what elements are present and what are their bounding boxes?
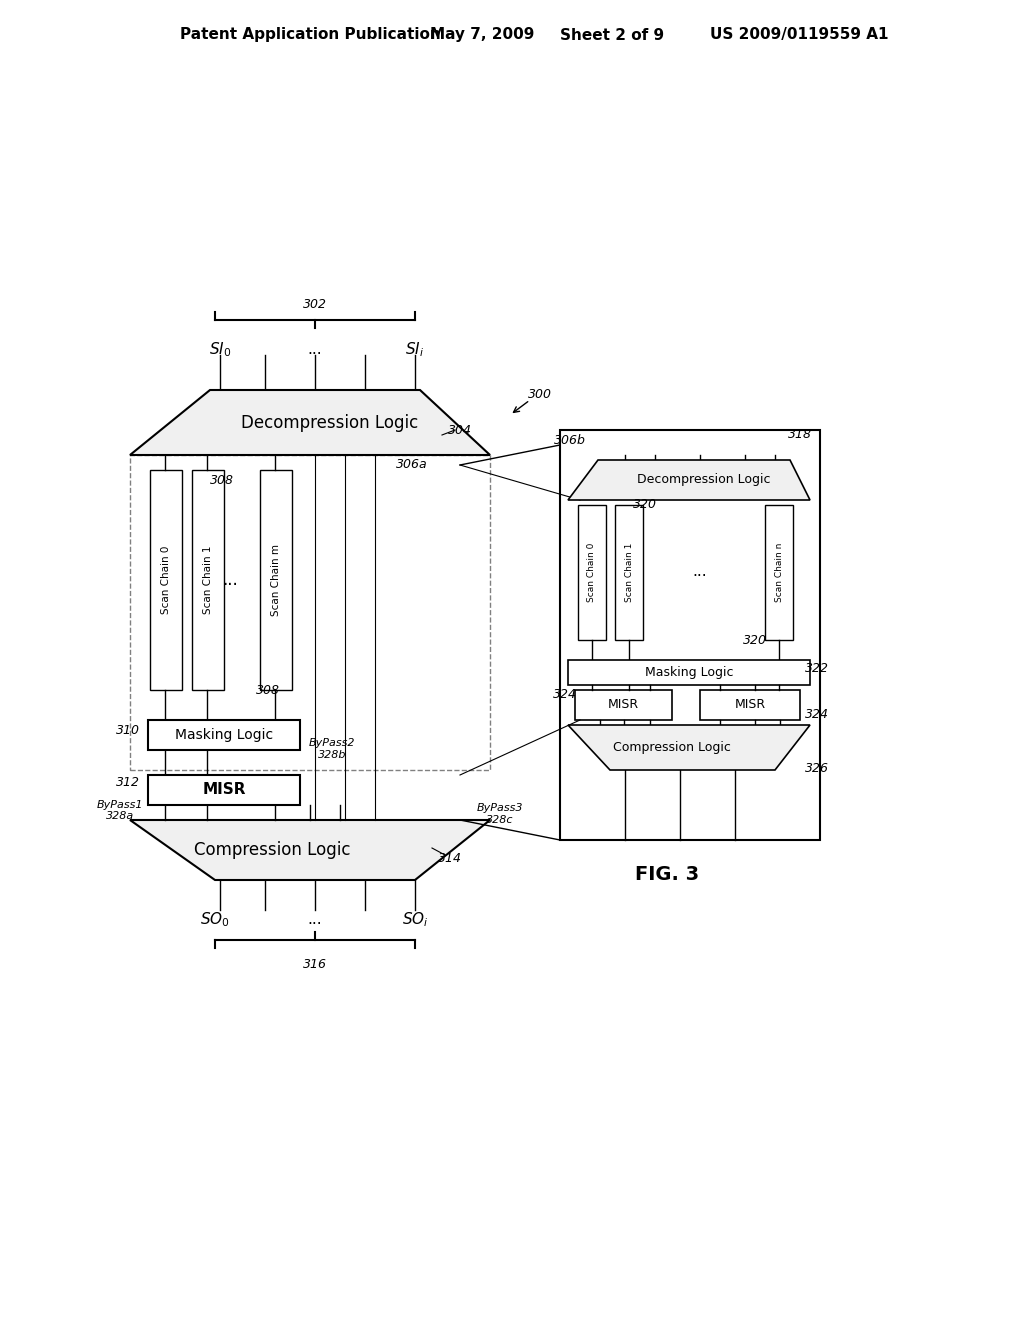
Text: 328c: 328c bbox=[486, 814, 514, 825]
Text: ...: ... bbox=[222, 572, 238, 589]
Text: Scan Chain m: Scan Chain m bbox=[271, 544, 281, 616]
FancyBboxPatch shape bbox=[700, 690, 800, 719]
Text: Compression Logic: Compression Logic bbox=[195, 841, 351, 859]
Text: 304: 304 bbox=[449, 424, 472, 437]
Text: Scan Chain 0: Scan Chain 0 bbox=[588, 543, 597, 602]
Polygon shape bbox=[568, 725, 810, 770]
FancyBboxPatch shape bbox=[560, 430, 820, 840]
Text: MISR: MISR bbox=[734, 698, 766, 711]
Text: 302: 302 bbox=[303, 297, 327, 310]
Polygon shape bbox=[130, 389, 490, 455]
Text: Masking Logic: Masking Logic bbox=[645, 667, 733, 678]
Text: 314: 314 bbox=[438, 851, 462, 865]
Text: 318: 318 bbox=[788, 429, 812, 441]
FancyBboxPatch shape bbox=[148, 719, 300, 750]
Text: Compression Logic: Compression Logic bbox=[612, 741, 730, 754]
FancyBboxPatch shape bbox=[260, 470, 292, 690]
Text: ByPass1: ByPass1 bbox=[96, 800, 143, 810]
Text: 316: 316 bbox=[303, 958, 327, 972]
Text: ByPass3: ByPass3 bbox=[477, 803, 523, 813]
Text: ByPass2: ByPass2 bbox=[309, 738, 355, 748]
Text: 306b: 306b bbox=[554, 433, 586, 446]
Text: 320: 320 bbox=[743, 634, 767, 647]
Text: 326: 326 bbox=[805, 762, 829, 775]
Text: MISR: MISR bbox=[203, 783, 246, 797]
Polygon shape bbox=[130, 820, 490, 880]
Text: May 7, 2009: May 7, 2009 bbox=[430, 28, 535, 42]
Text: $SI_0$: $SI_0$ bbox=[209, 341, 231, 359]
Text: Masking Logic: Masking Logic bbox=[175, 729, 273, 742]
FancyBboxPatch shape bbox=[765, 506, 793, 640]
Text: 328a: 328a bbox=[105, 810, 134, 821]
Text: 310: 310 bbox=[116, 723, 140, 737]
Text: Scan Chain n: Scan Chain n bbox=[774, 543, 783, 602]
Text: $SO_0$: $SO_0$ bbox=[200, 911, 230, 929]
FancyBboxPatch shape bbox=[615, 506, 643, 640]
Text: 324: 324 bbox=[553, 689, 577, 701]
Text: 308: 308 bbox=[256, 684, 280, 697]
Text: $SO_i$: $SO_i$ bbox=[401, 911, 428, 929]
Text: 320: 320 bbox=[633, 499, 657, 511]
FancyBboxPatch shape bbox=[150, 470, 182, 690]
Polygon shape bbox=[568, 459, 810, 500]
Text: $SI_i$: $SI_i$ bbox=[406, 341, 425, 359]
FancyBboxPatch shape bbox=[130, 455, 490, 770]
Text: 306a: 306a bbox=[396, 458, 428, 471]
FancyBboxPatch shape bbox=[578, 506, 606, 640]
Text: 312: 312 bbox=[116, 776, 140, 788]
FancyBboxPatch shape bbox=[148, 775, 300, 805]
Text: US 2009/0119559 A1: US 2009/0119559 A1 bbox=[710, 28, 889, 42]
Text: Scan Chain 0: Scan Chain 0 bbox=[161, 545, 171, 614]
Text: Scan Chain 1: Scan Chain 1 bbox=[203, 545, 213, 614]
Text: Decompression Logic: Decompression Logic bbox=[242, 413, 419, 432]
Text: ...: ... bbox=[692, 565, 708, 579]
Text: Scan Chain 1: Scan Chain 1 bbox=[625, 543, 634, 602]
Text: 322: 322 bbox=[805, 661, 829, 675]
Text: MISR: MISR bbox=[608, 698, 639, 711]
Text: ...: ... bbox=[307, 342, 323, 358]
Text: Sheet 2 of 9: Sheet 2 of 9 bbox=[560, 28, 665, 42]
Text: 328b: 328b bbox=[317, 750, 346, 760]
FancyBboxPatch shape bbox=[568, 660, 810, 685]
FancyBboxPatch shape bbox=[193, 470, 224, 690]
Text: 308: 308 bbox=[210, 474, 234, 487]
FancyBboxPatch shape bbox=[575, 690, 672, 719]
Text: 324: 324 bbox=[805, 709, 829, 722]
Text: FIG. 3: FIG. 3 bbox=[635, 866, 699, 884]
Text: Patent Application Publication: Patent Application Publication bbox=[180, 28, 440, 42]
Text: ...: ... bbox=[307, 912, 323, 928]
Text: Decompression Logic: Decompression Logic bbox=[637, 474, 771, 487]
Text: 300: 300 bbox=[528, 388, 552, 401]
